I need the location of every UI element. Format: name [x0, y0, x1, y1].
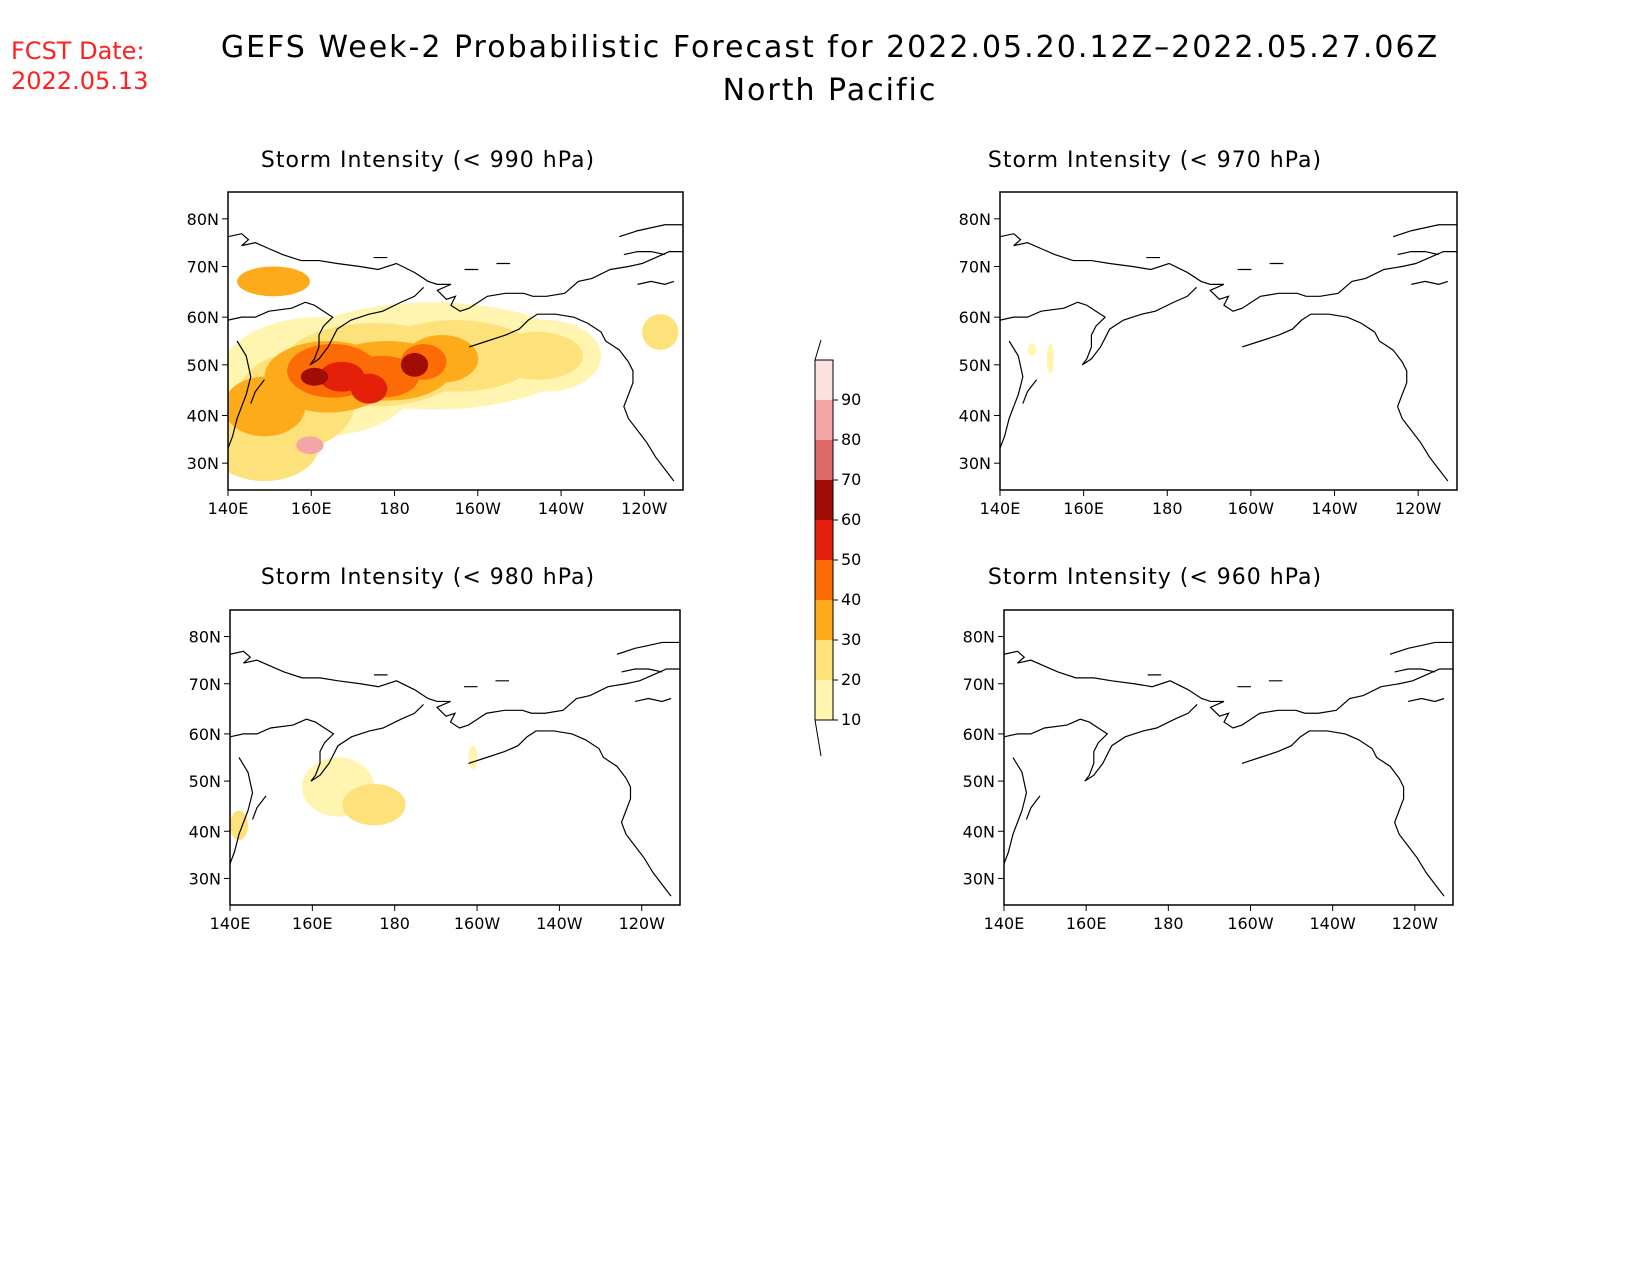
probability-shading — [1046, 343, 1054, 374]
lat-label: 80N — [959, 210, 991, 229]
lon-label: 160E — [1063, 499, 1104, 518]
colorbar-label: 90 — [841, 390, 861, 409]
probability-shading — [300, 367, 329, 386]
lat-label: 60N — [187, 308, 219, 327]
probability-shading — [468, 745, 478, 770]
lon-label: 140W — [1309, 914, 1356, 933]
p970-coastline — [1000, 225, 1457, 481]
probability-shading — [491, 332, 583, 380]
p990-map: 80N 70N 60N 50N 40N 30N 140E 160E 180 160W 140W 120… — [187, 191, 684, 518]
p960-map: 80N 70N 60N 50N 40N 30N 140E 160E 180 160W 140W 120… — [963, 609, 1454, 933]
lat-label: 30N — [963, 869, 995, 888]
p960-coastline — [1004, 642, 1453, 896]
lon-label: 140W — [538, 499, 585, 518]
lat-label: 40N — [963, 822, 995, 841]
lon-label: 180 — [1153, 914, 1184, 933]
lon-label: 120W — [619, 914, 666, 933]
lon-label: 140W — [536, 914, 583, 933]
lon-label: 160E — [291, 499, 332, 518]
fcst-date-value: 2022.05.13 — [11, 67, 149, 95]
colorbar-label: 60 — [841, 510, 861, 529]
lon-label: 180 — [1152, 499, 1183, 518]
lon-label: 120W — [1392, 914, 1439, 933]
colorbar-label: 70 — [841, 470, 861, 489]
lon-label: 160W — [1227, 914, 1274, 933]
panel-title-970: Storm Intensity (< 970 hPa) — [987, 148, 1323, 173]
p980-coastline — [230, 642, 680, 896]
colorbar-label: 50 — [841, 550, 861, 569]
lon-label: 160W — [1228, 499, 1275, 518]
lat-label: 40N — [959, 407, 991, 426]
lat-label: 60N — [963, 725, 995, 744]
colorbar-label: 30 — [841, 630, 861, 649]
colorbar: 10 20 30 40 50 60 70 80 90 — [814, 339, 861, 757]
probability-shading — [296, 436, 324, 455]
lon-label: 160E — [1066, 914, 1107, 933]
lat-label: 30N — [959, 454, 991, 473]
lon-label: 120W — [621, 499, 668, 518]
colorbar-label: 10 — [841, 710, 861, 729]
lat-label: 50N — [959, 356, 991, 375]
lon-label: 160W — [455, 499, 502, 518]
fcst-date: FCST Date: 2022.05.13 — [11, 36, 148, 96]
lat-label: 70N — [187, 258, 219, 277]
p980-map: 80N 70N 60N 50N 40N 30N 140E 160E 180 160W 140W 120… — [189, 609, 681, 933]
panel-title-980: Storm Intensity (< 980 hPa) — [260, 565, 596, 590]
lon-label: 180 — [379, 499, 410, 518]
lat-label: 50N — [189, 772, 221, 791]
lat-label: 50N — [187, 356, 219, 375]
lat-label: 70N — [963, 675, 995, 694]
p970-map: 80N 70N 60N 50N 40N 30N 140E 160E 180 160W 140W 120… — [959, 191, 1458, 518]
colorbar-label: 80 — [841, 430, 861, 449]
lon-label: 160W — [454, 914, 501, 933]
lon-label: 140E — [980, 499, 1021, 518]
lon-label: 140E — [208, 499, 249, 518]
lon-label: 180 — [379, 914, 410, 933]
lat-label: 80N — [189, 628, 221, 647]
panel-title-990: Storm Intensity (< 990 hPa) — [260, 148, 596, 173]
lat-label: 80N — [187, 210, 219, 229]
lat-label: 30N — [187, 454, 219, 473]
lat-label: 40N — [189, 822, 221, 841]
region-subtitle: North Pacific — [722, 73, 938, 108]
lon-label: 160E — [292, 914, 333, 933]
lat-label: 50N — [963, 772, 995, 791]
panel-title-960: Storm Intensity (< 960 hPa) — [987, 565, 1323, 590]
colorbar-label: 40 — [841, 590, 861, 609]
lon-label: 140E — [984, 914, 1025, 933]
probability-shading — [350, 373, 388, 404]
lat-label: 80N — [963, 628, 995, 647]
lon-label: 140E — [210, 914, 251, 933]
lat-label: 60N — [959, 308, 991, 327]
probability-shading — [400, 352, 429, 377]
probability-shading — [1027, 343, 1037, 356]
probability-shading — [642, 314, 679, 350]
lat-label: 70N — [189, 675, 221, 694]
probability-shading — [230, 810, 248, 841]
probability-shading — [342, 784, 406, 826]
p990-coastline — [228, 225, 683, 481]
lon-label: 120W — [1395, 499, 1442, 518]
fcst-date-label: FCST Date: — [11, 37, 145, 65]
main-title: GEFS Week-2 Probabilistic Forecast for 2… — [220, 30, 1440, 65]
lat-label: 70N — [959, 258, 991, 277]
lon-label: 140W — [1311, 499, 1358, 518]
lat-label: 40N — [187, 407, 219, 426]
colorbar-label: 20 — [841, 670, 861, 689]
lat-label: 60N — [189, 725, 221, 744]
lat-label: 30N — [189, 869, 221, 888]
probability-shading — [237, 266, 310, 297]
